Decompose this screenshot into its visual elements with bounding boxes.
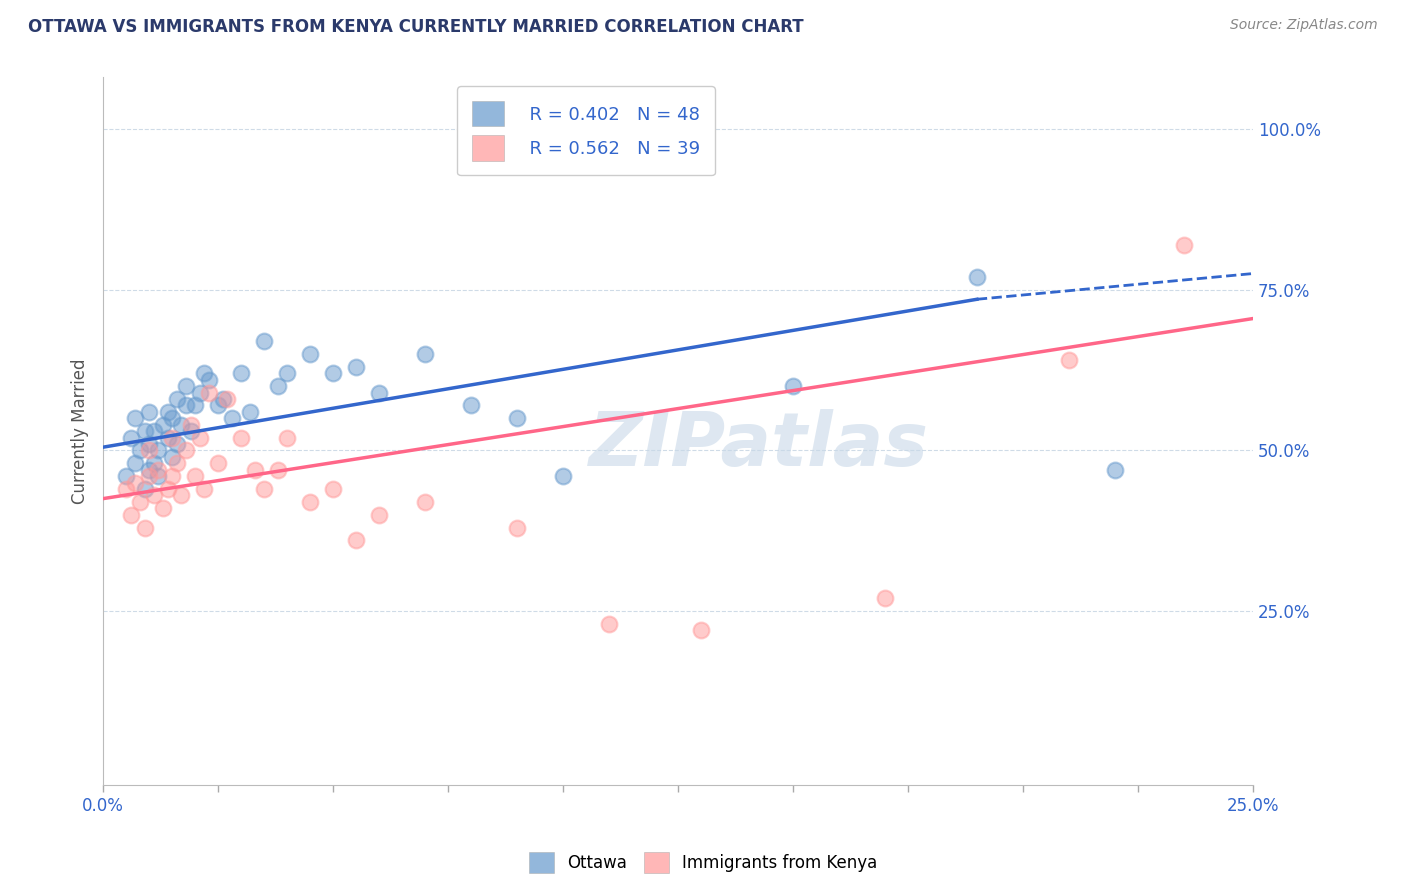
- Point: [148, 469, 170, 483]
- Point: [170, 488, 193, 502]
- Point: [690, 624, 713, 638]
- Point: [239, 405, 262, 419]
- Point: [198, 385, 221, 400]
- Point: [217, 392, 239, 406]
- Point: [134, 482, 156, 496]
- Point: [873, 591, 896, 606]
- Point: [124, 411, 146, 425]
- Point: [1104, 463, 1126, 477]
- Point: [174, 379, 197, 393]
- Point: [124, 475, 146, 490]
- Point: [152, 417, 174, 432]
- Point: [243, 463, 266, 477]
- Point: [174, 443, 197, 458]
- Point: [156, 482, 179, 496]
- Point: [160, 431, 183, 445]
- Point: [142, 456, 165, 470]
- Legend: Ottawa, Immigrants from Kenya: Ottawa, Immigrants from Kenya: [522, 846, 884, 880]
- Point: [129, 443, 152, 458]
- Point: [179, 417, 201, 432]
- Text: OTTAWA VS IMMIGRANTS FROM KENYA CURRENTLY MARRIED CORRELATION CHART: OTTAWA VS IMMIGRANTS FROM KENYA CURRENTL…: [28, 18, 804, 36]
- Point: [138, 443, 160, 458]
- Point: [166, 392, 188, 406]
- Point: [160, 469, 183, 483]
- Point: [138, 405, 160, 419]
- Text: ZIPatlas: ZIPatlas: [589, 409, 928, 482]
- Point: [229, 431, 252, 445]
- Text: Source: ZipAtlas.com: Source: ZipAtlas.com: [1230, 18, 1378, 32]
- Point: [966, 269, 988, 284]
- Point: [138, 437, 160, 451]
- Point: [129, 495, 152, 509]
- Point: [138, 469, 160, 483]
- Point: [1057, 353, 1080, 368]
- Point: [229, 366, 252, 380]
- Point: [506, 411, 529, 425]
- Point: [207, 398, 229, 412]
- Point: [124, 456, 146, 470]
- Point: [368, 385, 391, 400]
- Point: [156, 405, 179, 419]
- Point: [115, 482, 138, 496]
- Point: [551, 469, 574, 483]
- Point: [156, 431, 179, 445]
- Point: [198, 373, 221, 387]
- Point: [344, 359, 367, 374]
- Point: [179, 424, 201, 438]
- Point: [134, 520, 156, 534]
- Point: [142, 488, 165, 502]
- Point: [174, 398, 197, 412]
- Point: [170, 417, 193, 432]
- Point: [152, 501, 174, 516]
- Point: [253, 334, 276, 348]
- Point: [188, 431, 211, 445]
- Point: [142, 424, 165, 438]
- Point: [267, 379, 290, 393]
- Point: [166, 456, 188, 470]
- Point: [120, 508, 142, 522]
- Point: [184, 469, 207, 483]
- Point: [160, 450, 183, 464]
- Point: [276, 431, 298, 445]
- Y-axis label: Currently Married: Currently Married: [72, 359, 89, 504]
- Point: [138, 463, 160, 477]
- Point: [221, 411, 243, 425]
- Point: [184, 398, 207, 412]
- Point: [322, 366, 344, 380]
- Point: [193, 366, 215, 380]
- Point: [120, 431, 142, 445]
- Point: [276, 366, 298, 380]
- Point: [506, 520, 529, 534]
- Point: [344, 533, 367, 548]
- Point: [253, 482, 276, 496]
- Point: [134, 424, 156, 438]
- Point: [115, 469, 138, 483]
- Point: [1173, 237, 1195, 252]
- Point: [368, 508, 391, 522]
- Point: [299, 495, 322, 509]
- Point: [188, 385, 211, 400]
- Point: [782, 379, 804, 393]
- Point: [413, 347, 436, 361]
- Legend:   R = 0.402   N = 48,   R = 0.562   N = 39: R = 0.402 N = 48, R = 0.562 N = 39: [457, 87, 716, 176]
- Point: [267, 463, 290, 477]
- Point: [148, 443, 170, 458]
- Point: [299, 347, 322, 361]
- Point: [166, 437, 188, 451]
- Point: [413, 495, 436, 509]
- Point: [160, 411, 183, 425]
- Point: [460, 398, 482, 412]
- Point: [193, 482, 215, 496]
- Point: [207, 456, 229, 470]
- Point: [211, 392, 233, 406]
- Point: [322, 482, 344, 496]
- Point: [148, 463, 170, 477]
- Point: [598, 617, 620, 632]
